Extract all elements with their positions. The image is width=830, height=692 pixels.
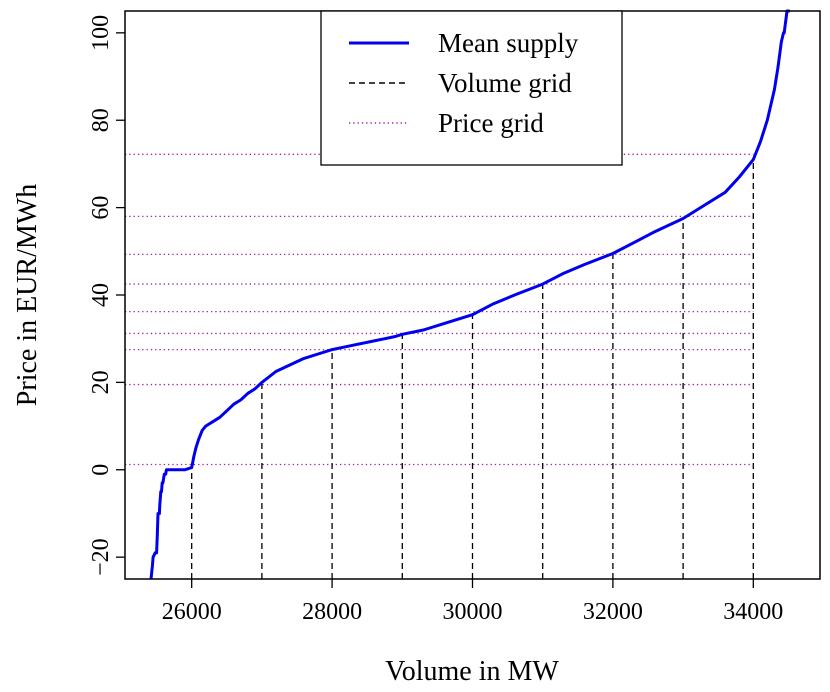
y-tick-label: 20 [88,370,114,394]
grid-layer [125,153,754,579]
y-axis: −20 0 20 40 60 80 100 [88,15,125,576]
legend-label-2: Price grid [438,108,544,138]
curve-layer [149,9,790,580]
x-tick-label: 34000 [723,599,783,625]
x-axis-title: Volume in MW [385,656,559,687]
y-tick-label: 100 [88,15,114,51]
y-tick-label: 0 [88,464,114,476]
mean-supply-line [149,9,790,580]
x-tick-label: 30000 [443,599,503,625]
x-tick-label: 32000 [583,599,643,625]
y-tick-label: 60 [88,196,114,220]
x-axis: 26000 28000 30000 32000 34000 [162,579,783,625]
legend-label-0: Mean supply [438,28,579,58]
y-tick-label: 80 [88,108,114,132]
x-tick-label: 28000 [302,599,362,625]
x-tick-label: 26000 [162,599,222,625]
y-axis-title: Price in EUR/MWh [12,184,43,406]
legend-label-1: Volume grid [438,68,572,98]
legend-box [320,10,623,166]
legend: Mean supply Volume grid Price grid [320,10,623,166]
y-tick-label: 40 [88,283,114,307]
y-tick-label: −20 [88,538,114,576]
